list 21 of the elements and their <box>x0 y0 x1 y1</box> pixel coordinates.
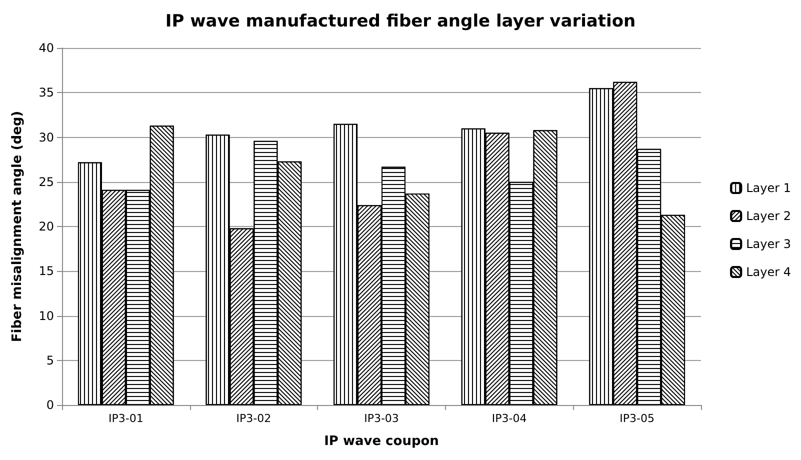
x-tick-label: IP3-05 <box>620 412 655 425</box>
legend-label: Layer 3 <box>746 237 791 251</box>
y-tick-label: 30 <box>38 130 54 144</box>
y-tick-label: 35 <box>38 86 54 100</box>
x-tick-label: IP3-04 <box>492 412 527 425</box>
y-tick-label: 0 <box>46 398 54 412</box>
y-tick-label: 15 <box>38 264 54 278</box>
x-axis-title: IP wave coupon <box>324 434 439 449</box>
legend-label: Layer 2 <box>746 209 791 223</box>
x-tick-label: IP3-03 <box>364 412 399 425</box>
legend-label: Layer 4 <box>746 265 791 279</box>
chart-title: IP wave manufactured fiber angle layer variation <box>165 12 636 32</box>
y-tick-label: 5 <box>46 353 54 368</box>
x-tick-label: IP3-02 <box>236 412 272 425</box>
y-tick-label: 25 <box>38 174 54 189</box>
y-tick-label: 40 <box>38 41 54 55</box>
y-tick-label: 10 <box>38 308 54 323</box>
x-tick-label: IP3-01 <box>108 412 144 425</box>
y-axis-title: Fiber misalignment angle (deg) <box>10 110 25 342</box>
legend-label: Layer 1 <box>746 181 791 195</box>
y-tick-label: 20 <box>38 220 54 234</box>
